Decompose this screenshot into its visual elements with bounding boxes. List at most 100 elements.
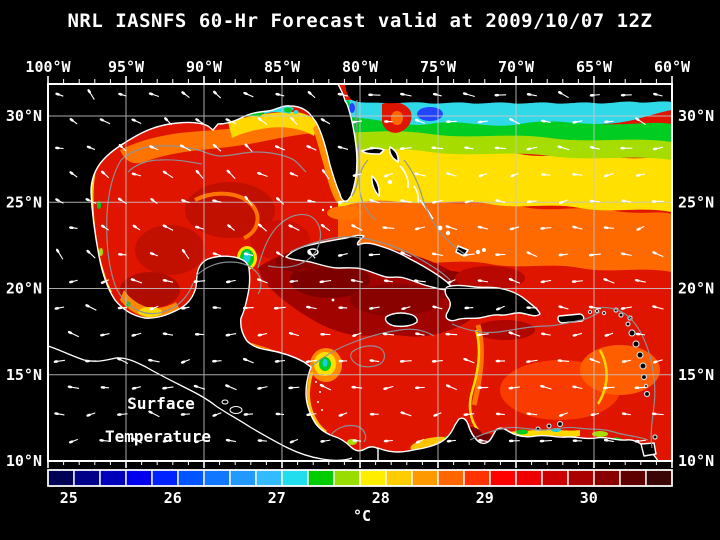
wind-vector bbox=[620, 252, 632, 257]
wind-vector bbox=[369, 146, 380, 150]
wind-vector bbox=[414, 118, 426, 124]
contour-layer bbox=[106, 99, 656, 449]
colorbar-tick-label: 29 bbox=[476, 489, 494, 507]
wind-vector bbox=[55, 198, 64, 204]
wind-vector bbox=[162, 386, 174, 390]
wind-vector bbox=[352, 332, 362, 337]
wind-vector bbox=[445, 120, 457, 124]
wind-vector bbox=[99, 118, 111, 125]
wind-vector bbox=[149, 305, 159, 311]
latitude-label-left: 25°N bbox=[6, 193, 42, 211]
wind-vector bbox=[320, 439, 331, 443]
wind-vector bbox=[369, 198, 380, 204]
wind-vector bbox=[69, 226, 78, 230]
wind-vector bbox=[447, 279, 456, 284]
wind-vector bbox=[400, 251, 412, 258]
wind-vector bbox=[496, 305, 505, 311]
wind-vector bbox=[149, 252, 159, 257]
wind-vector bbox=[383, 439, 393, 443]
wind-vector bbox=[415, 438, 424, 444]
wind-vector bbox=[495, 199, 506, 203]
wind-vector bbox=[149, 145, 159, 151]
wind-vector bbox=[651, 412, 664, 416]
wind-vector bbox=[478, 439, 488, 442]
wind-vector bbox=[181, 306, 190, 310]
colorbar-cell bbox=[411, 469, 439, 487]
wind-vector bbox=[477, 386, 489, 389]
wind-vector bbox=[227, 224, 235, 231]
wind-vector bbox=[130, 278, 143, 284]
wind-vector bbox=[634, 386, 647, 390]
wind-vector bbox=[476, 333, 489, 337]
wind-vector bbox=[495, 412, 505, 416]
latitude-label-left: 30°N bbox=[6, 107, 42, 125]
wind-vector bbox=[162, 332, 174, 336]
colorbar-cell bbox=[515, 469, 543, 487]
wind-vector bbox=[319, 384, 332, 391]
longitude-label: 65°W bbox=[576, 58, 613, 76]
wind-vector bbox=[558, 253, 569, 257]
wind-vector bbox=[652, 146, 664, 151]
wind-vector bbox=[289, 280, 299, 283]
wind-vector bbox=[99, 439, 111, 442]
latitude-labels-left: 30°N 25°N 20°N 15°N 10°N bbox=[6, 107, 42, 470]
wind-vector bbox=[540, 332, 551, 336]
wind-vector bbox=[526, 412, 538, 416]
wind-vector bbox=[589, 93, 600, 97]
wind-vector bbox=[557, 359, 570, 363]
wind-vector bbox=[462, 92, 475, 98]
wind-vector bbox=[306, 145, 317, 151]
wind-vector bbox=[212, 199, 222, 203]
colorbar-unit-label: °C bbox=[353, 507, 371, 525]
latitude-labels-right: 30°N 25°N 20°N 15°N 10°N bbox=[678, 107, 714, 470]
wind-vector bbox=[117, 197, 128, 205]
wind-vector bbox=[464, 200, 474, 204]
wind-vector bbox=[212, 412, 222, 417]
wind-vector bbox=[399, 147, 412, 150]
latitude-label-left: 20°N bbox=[6, 280, 42, 298]
wind-vector bbox=[193, 384, 206, 390]
wind-vector bbox=[337, 145, 349, 150]
wind-vector bbox=[320, 118, 331, 125]
wind-vector bbox=[338, 359, 348, 363]
wind-vector bbox=[116, 357, 129, 364]
island-trinidad bbox=[640, 442, 657, 457]
wind-vector bbox=[572, 173, 583, 176]
wind-vector bbox=[225, 384, 237, 391]
wind-vector bbox=[351, 385, 363, 389]
wind-vector bbox=[652, 359, 663, 364]
colorbar-border bbox=[47, 469, 673, 487]
wind-vector bbox=[540, 119, 551, 123]
wind-vector bbox=[621, 359, 631, 363]
wind-vector bbox=[494, 93, 507, 97]
wind-vector bbox=[179, 144, 192, 152]
wind-vector bbox=[226, 169, 236, 180]
wind-vector bbox=[635, 332, 645, 336]
wind-vector bbox=[557, 145, 570, 151]
longitude-label: 95°W bbox=[108, 58, 145, 76]
wind-vector bbox=[118, 144, 127, 152]
wind-vector bbox=[338, 306, 348, 310]
wind-vector bbox=[589, 199, 600, 203]
longitude-label: 90°W bbox=[186, 58, 223, 76]
wind-vector bbox=[213, 90, 222, 99]
wind-vector bbox=[54, 412, 65, 416]
wind-vector-layer bbox=[53, 89, 664, 444]
colorbar-cell bbox=[541, 469, 569, 487]
wind-vector bbox=[652, 251, 664, 258]
wind-vector bbox=[288, 332, 300, 337]
wind-vector bbox=[463, 357, 475, 364]
wind-vector bbox=[225, 332, 237, 337]
wind-vector bbox=[101, 224, 109, 231]
wind-vector bbox=[351, 120, 363, 124]
wind-vector bbox=[621, 412, 631, 416]
wind-vector bbox=[212, 359, 222, 363]
longitude-label: 80°W bbox=[342, 58, 379, 76]
wind-vector bbox=[526, 306, 538, 309]
wind-vector bbox=[130, 437, 143, 444]
wind-vector bbox=[243, 252, 254, 256]
wind-vector bbox=[603, 278, 615, 284]
wind-vector bbox=[118, 92, 127, 97]
wind-vector bbox=[414, 172, 426, 177]
